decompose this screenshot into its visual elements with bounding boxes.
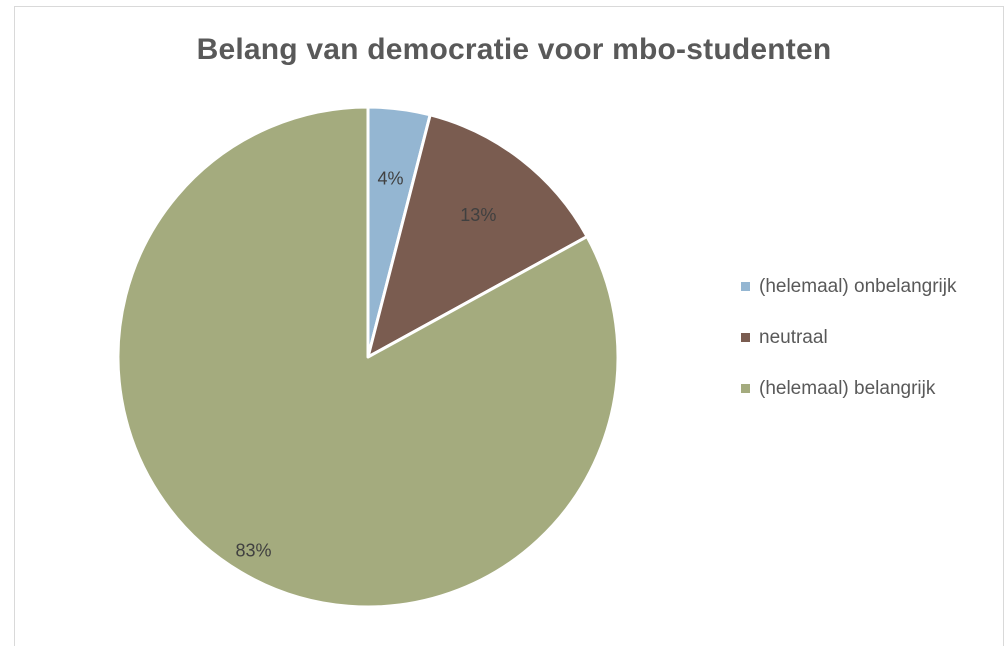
legend-label: neutraal [759, 326, 828, 348]
data-label: 13% [460, 205, 496, 225]
chart-title: Belang van democratie voor mbo-studenten [196, 33, 832, 66]
legend-item: (helemaal) belangrijk [741, 374, 957, 403]
pie-slice [116, 105, 620, 609]
legend-item: (helemaal) onbelangrijk [741, 272, 957, 301]
legend-swatch [741, 282, 750, 291]
pie-chart: 4% 13% 83% [116, 105, 620, 609]
legend-item: neutraal [741, 323, 957, 352]
legend-swatch [741, 384, 750, 393]
legend-label: (helemaal) onbelangrijk [759, 275, 957, 297]
legend-swatch [741, 333, 750, 342]
data-label: 4% [378, 168, 404, 188]
data-label: 83% [235, 541, 271, 561]
pie-slice [366, 113, 589, 359]
legend-label: (helemaal) belangrijk [759, 377, 936, 399]
legend: (helemaal) onbelangrijk neutraal (helema… [741, 272, 957, 425]
